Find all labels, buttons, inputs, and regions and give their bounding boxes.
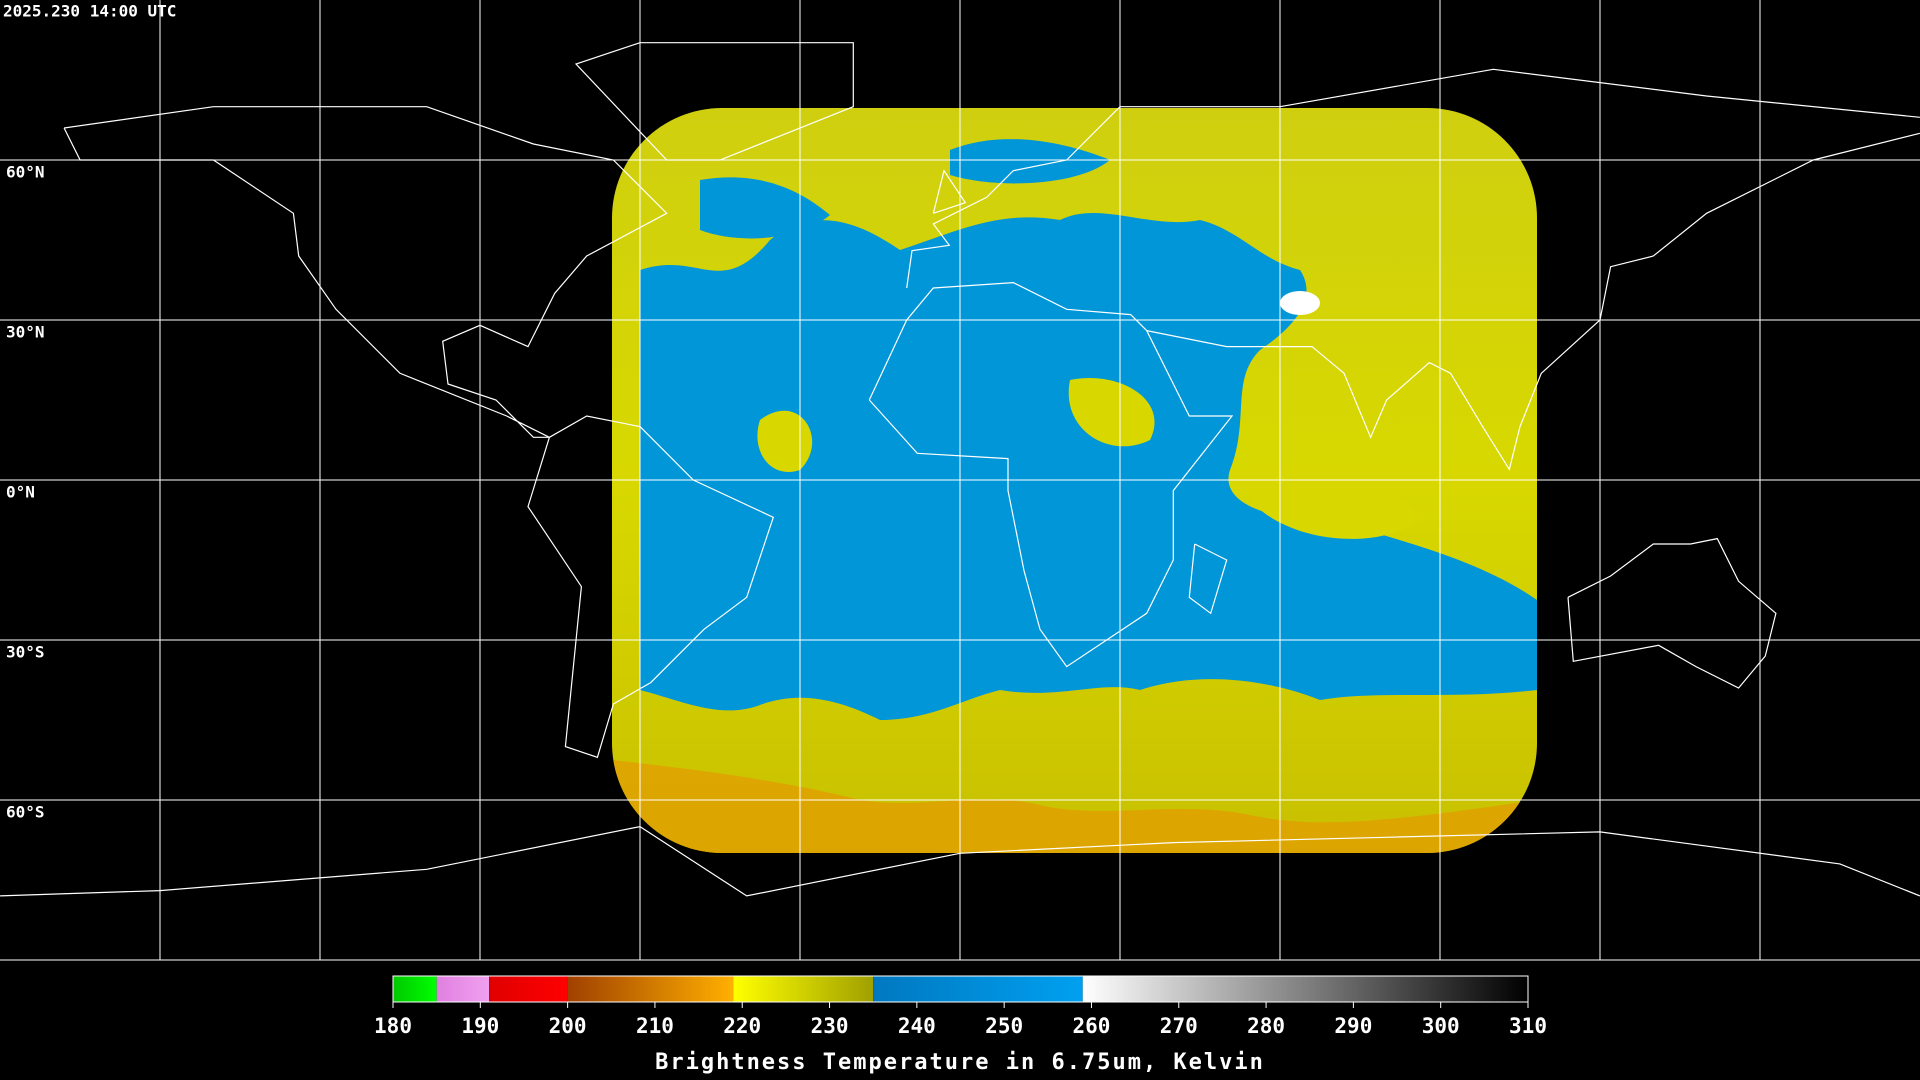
colorbar-tick-label: 270 (1160, 1014, 1198, 1038)
dry-region (700, 177, 830, 239)
colorbar-tick-label: 210 (636, 1014, 674, 1038)
coastline (0, 825, 1920, 897)
latitude-label: 30°N (6, 323, 45, 342)
colorbar-segment (1082, 976, 1528, 1002)
colorbar-segment (489, 976, 568, 1002)
coastline (868, 281, 1234, 668)
colorbar-tick-label: 200 (549, 1014, 587, 1038)
colorbar-tick-label: 220 (723, 1014, 761, 1038)
warm-spot (1280, 291, 1320, 315)
colorbar-segment (393, 976, 437, 1002)
coastline (527, 415, 775, 759)
colorbar-tick-label: 190 (461, 1014, 499, 1038)
colorbar-frame (392, 975, 1529, 1003)
cold-band (612, 760, 1537, 853)
latitude-labels: 60°N 30°N 0°N 30°S 60°S (6, 163, 45, 822)
dry-region (640, 212, 1537, 721)
latitude-label: 60°N (6, 163, 45, 182)
colorbar-tick-label: 230 (811, 1014, 849, 1038)
colorbar-segment (733, 976, 874, 1002)
colorbar-tick-label: 250 (985, 1014, 1023, 1038)
coastline (1146, 132, 1920, 471)
colorbar-segment (436, 976, 490, 1002)
coastline (1188, 543, 1228, 615)
dry-region (950, 139, 1110, 184)
satellite-image (612, 108, 1537, 853)
coastline (63, 106, 668, 438)
coastline (932, 169, 967, 214)
colorbar-label: Brightness Temperature in 6.75um, Kelvin (655, 1050, 1265, 1075)
colorbar-tick-label: 300 (1422, 1014, 1460, 1038)
colorbar-tick-label: 240 (898, 1014, 936, 1038)
coastline (574, 42, 854, 161)
timestamp: 2025.230 14:00 UTC (3, 2, 176, 21)
colorbar: 180 190 200 210 220 230 240 250 260 270 280 290 300 3… (374, 975, 1547, 1038)
latitude-label: 60°S (6, 803, 45, 822)
cloud-band (757, 378, 1420, 539)
colorbar-segment (873, 976, 1083, 1002)
colorbar-tick-label: 310 (1509, 1014, 1547, 1038)
graticule (0, 0, 1920, 961)
colorbar-tick-label: 290 (1334, 1014, 1372, 1038)
latitude-label: 30°S (6, 643, 45, 662)
colorbar-segment (567, 976, 734, 1002)
colorbar-tick-label: 180 (374, 1014, 412, 1038)
coastlines (0, 42, 1920, 897)
colorbar-tick-label: 260 (1072, 1014, 1110, 1038)
coastline (1567, 537, 1777, 689)
colorbar-tick-label: 280 (1247, 1014, 1285, 1038)
coastline (906, 68, 1920, 289)
latitude-label: 0°N (6, 483, 35, 502)
